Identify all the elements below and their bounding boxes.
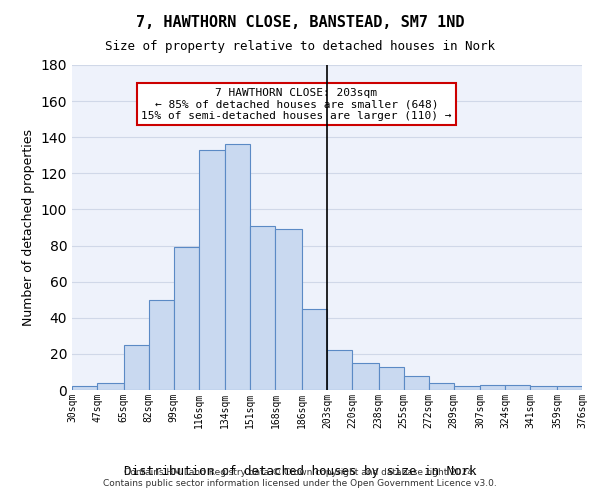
Bar: [480, 384, 505, 390]
Bar: [379, 366, 404, 390]
Bar: [149, 300, 174, 390]
Text: Size of property relative to detached houses in Nork: Size of property relative to detached ho…: [105, 40, 495, 53]
Bar: [250, 226, 275, 390]
Text: 7 HAWTHORN CLOSE: 203sqm
← 85% of detached houses are smaller (648)
15% of semi-: 7 HAWTHORN CLOSE: 203sqm ← 85% of detach…: [141, 88, 452, 121]
Bar: [199, 150, 225, 390]
Bar: [352, 363, 379, 390]
Text: 7, HAWTHORN CLOSE, BANSTEAD, SM7 1ND: 7, HAWTHORN CLOSE, BANSTEAD, SM7 1ND: [136, 15, 464, 30]
Bar: [174, 248, 199, 390]
Bar: [429, 383, 454, 390]
Bar: [72, 386, 97, 390]
Bar: [275, 230, 302, 390]
Bar: [454, 386, 480, 390]
Bar: [505, 384, 530, 390]
Bar: [404, 376, 429, 390]
Text: Contains HM Land Registry data © Crown copyright and database right 2024.
Contai: Contains HM Land Registry data © Crown c…: [103, 468, 497, 487]
Bar: [225, 144, 250, 390]
Text: Distribution of detached houses by size in Nork: Distribution of detached houses by size …: [124, 465, 476, 478]
Bar: [557, 386, 582, 390]
Bar: [302, 308, 327, 390]
Y-axis label: Number of detached properties: Number of detached properties: [22, 129, 35, 326]
Bar: [327, 350, 352, 390]
Bar: [530, 386, 557, 390]
Bar: [124, 345, 149, 390]
Bar: [97, 383, 124, 390]
